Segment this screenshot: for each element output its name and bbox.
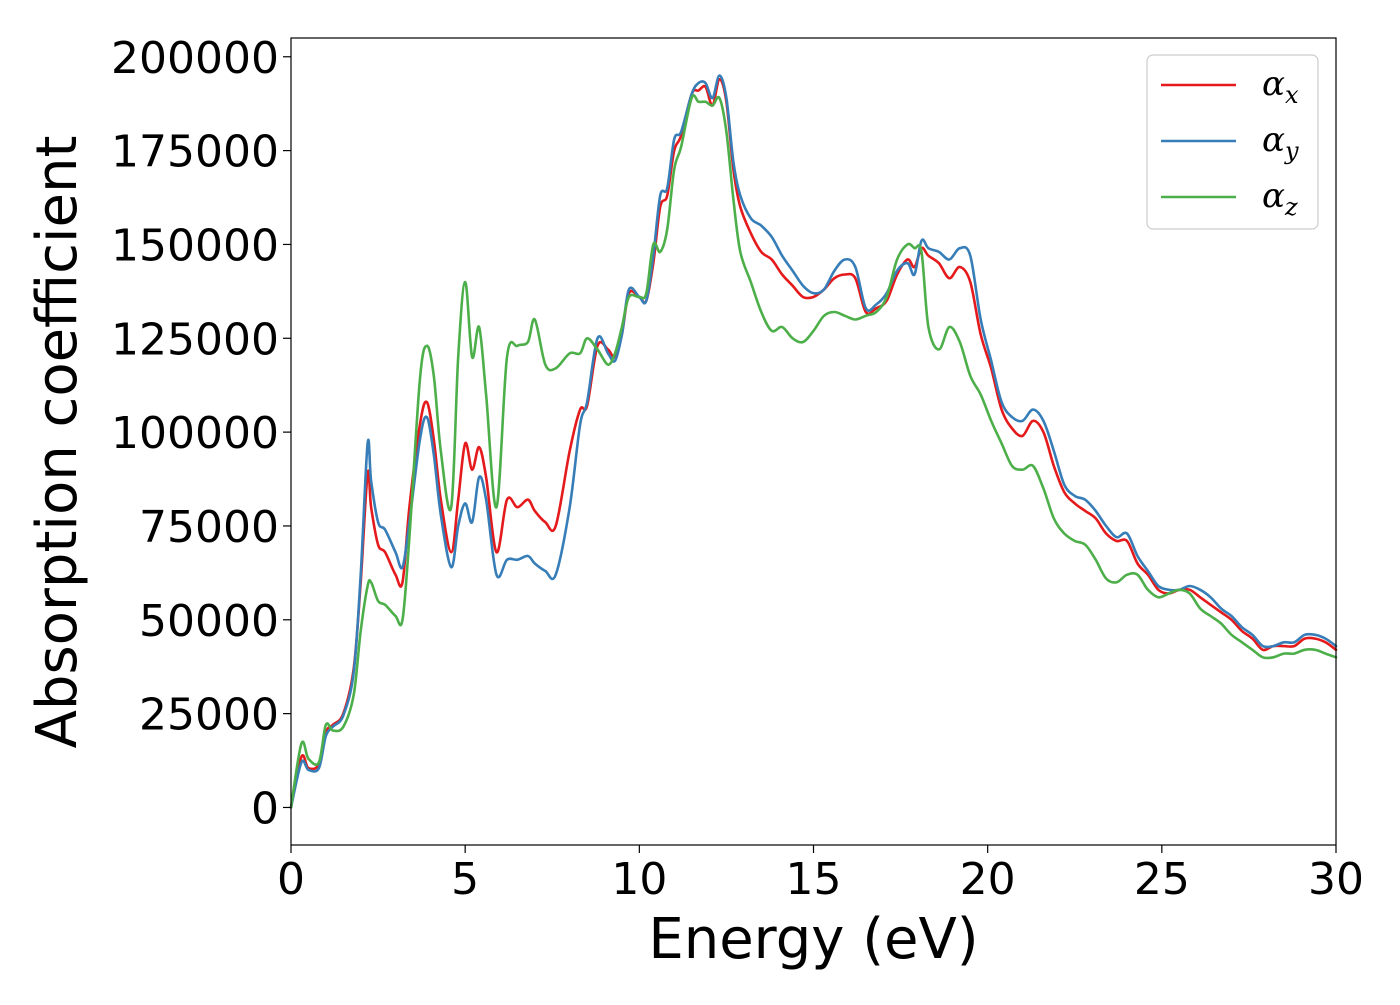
legend: αx αy αz xyxy=(1146,54,1319,230)
series-line-x xyxy=(289,78,1338,809)
x-tick-label: 15 xyxy=(786,854,842,905)
x-axis-ticks: 0 5 10 15 20 25 30 xyxy=(277,845,1364,905)
x-tick-label: 20 xyxy=(960,854,1016,905)
y-axis-ticks: 0 25000 50000 75000 100000 125000 150000 175000… xyxy=(111,33,291,834)
x-tick-label: 5 xyxy=(451,854,479,905)
y-tick-label: 0 xyxy=(251,783,279,834)
series-lines xyxy=(289,74,1338,809)
y-tick-label: 75000 xyxy=(139,502,279,553)
y-tick-label: 200000 xyxy=(111,33,279,84)
x-tick-label: 30 xyxy=(1308,854,1364,905)
y-tick-label: 125000 xyxy=(111,314,279,365)
legend-label-x: αx xyxy=(1262,64,1299,109)
y-tick-label: 25000 xyxy=(139,690,279,741)
legend-label-z: αz xyxy=(1262,176,1298,221)
x-axis-title: Energy (eV) xyxy=(648,907,978,972)
legend-items: αx αy αz xyxy=(1161,64,1299,221)
y-axis-title: Absorption coefficient xyxy=(25,136,90,749)
y-tick-label: 175000 xyxy=(111,127,279,178)
series-line-y xyxy=(289,74,1338,809)
y-tick-label: 50000 xyxy=(139,596,279,647)
y-tick-label: 100000 xyxy=(111,408,279,459)
y-tick-label: 150000 xyxy=(111,220,279,271)
x-tick-label: 0 xyxy=(277,854,305,905)
legend-label-y: αy xyxy=(1262,120,1299,165)
series-line-z xyxy=(289,94,1338,809)
x-tick-label: 10 xyxy=(611,854,667,905)
x-tick-label: 25 xyxy=(1134,854,1190,905)
